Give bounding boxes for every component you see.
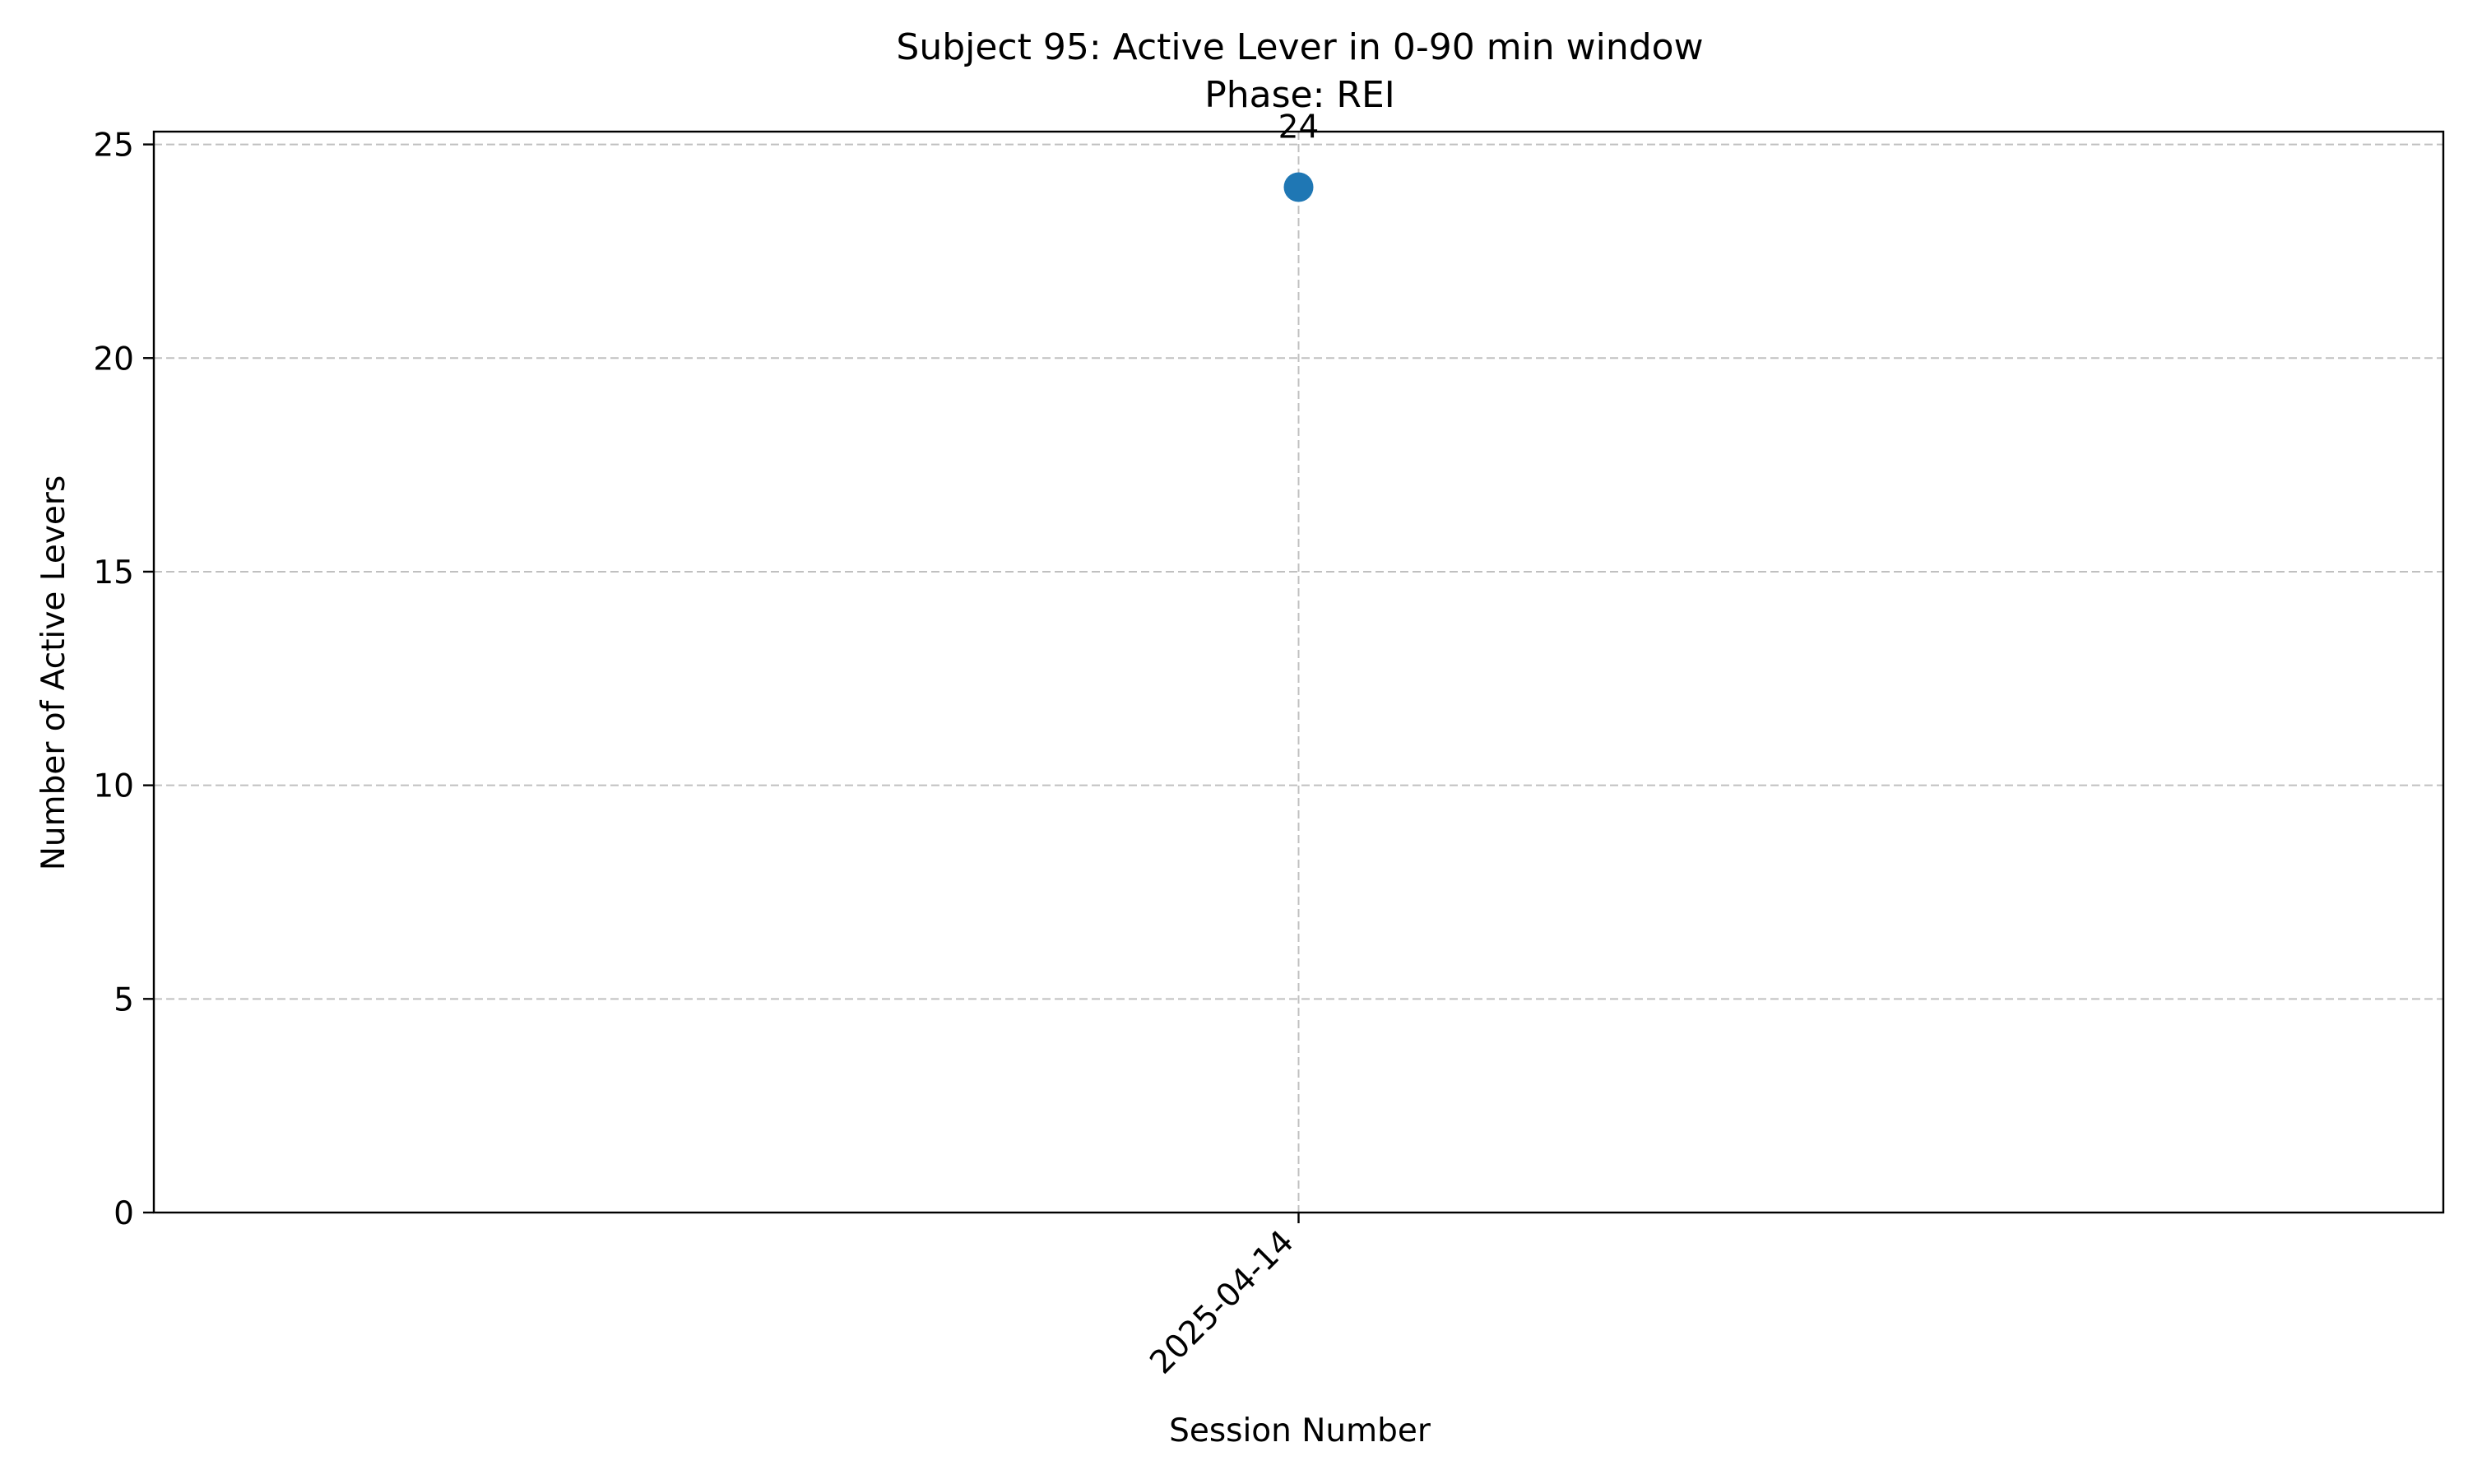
x-axis-label: Session Number: [1169, 1412, 1431, 1449]
y-tick-label: 15: [93, 554, 134, 591]
y-tick-label: 25: [93, 128, 134, 165]
y-tick-label: 5: [114, 981, 134, 1018]
data-label: 24: [1278, 109, 1320, 146]
y-tick-label: 20: [93, 341, 134, 378]
y-tick-label: 10: [93, 768, 134, 805]
data-point: [1283, 172, 1314, 202]
chart-title: Subject 95: Active Lever in 0-90 min win…: [896, 26, 1703, 68]
y-axis-label: Number of Active Levers: [35, 475, 72, 871]
chart-subtitle: Phase: REI: [1204, 74, 1395, 116]
data-marks: 24: [1278, 109, 1320, 202]
y-tick-label: 0: [114, 1195, 134, 1232]
